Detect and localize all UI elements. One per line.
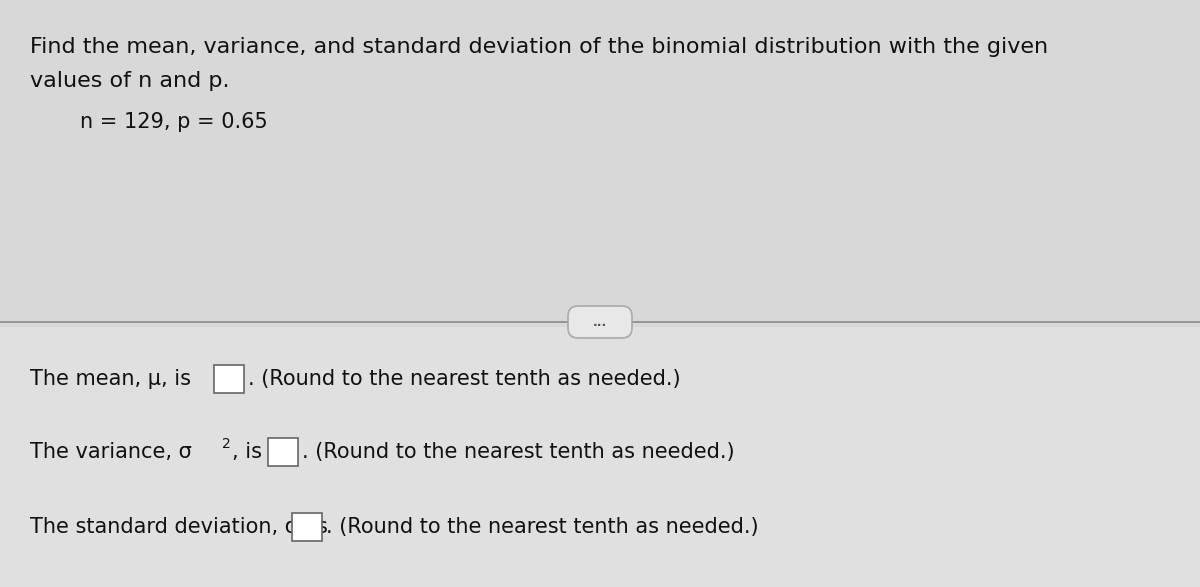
- FancyBboxPatch shape: [0, 0, 1200, 327]
- Text: The mean, μ, is: The mean, μ, is: [30, 369, 191, 389]
- Text: values of n and p.: values of n and p.: [30, 71, 229, 91]
- Text: n = 129, p = 0.65: n = 129, p = 0.65: [80, 112, 268, 132]
- Text: The standard deviation, σ, is: The standard deviation, σ, is: [30, 517, 328, 537]
- Text: The variance, σ: The variance, σ: [30, 442, 192, 462]
- Text: 2: 2: [222, 437, 230, 451]
- FancyBboxPatch shape: [292, 513, 322, 541]
- Text: ...: ...: [593, 315, 607, 329]
- Text: . (Round to the nearest tenth as needed.): . (Round to the nearest tenth as needed.…: [326, 517, 758, 537]
- Text: , is: , is: [232, 442, 262, 462]
- Text: . (Round to the nearest tenth as needed.): . (Round to the nearest tenth as needed.…: [248, 369, 680, 389]
- FancyBboxPatch shape: [214, 365, 244, 393]
- FancyBboxPatch shape: [568, 306, 632, 338]
- Text: . (Round to the nearest tenth as needed.): . (Round to the nearest tenth as needed.…: [302, 442, 734, 462]
- Text: Find the mean, variance, and standard deviation of the binomial distribution wit: Find the mean, variance, and standard de…: [30, 37, 1048, 57]
- FancyBboxPatch shape: [0, 327, 1200, 587]
- FancyBboxPatch shape: [268, 438, 298, 466]
